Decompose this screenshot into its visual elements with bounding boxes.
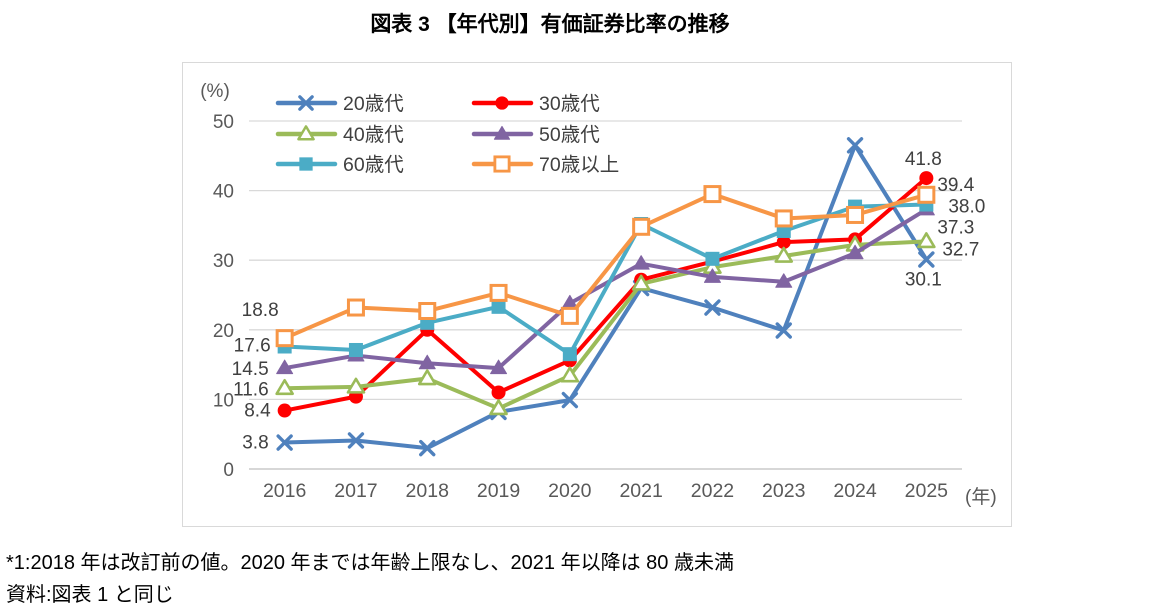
series-marker-20歳代 [704, 299, 721, 316]
series-marker-20歳代 [775, 322, 792, 339]
data-label-start-20歳代: 3.8 [242, 433, 268, 454]
x-tick-label: 2022 [691, 480, 734, 502]
data-label-end-20歳代: 30.1 [905, 270, 942, 291]
series-marker-40歳代 [417, 369, 437, 386]
legend-label-70歳以上: 70歳以上 [539, 154, 619, 176]
data-label-start-70歳以上: 18.8 [242, 300, 279, 321]
series-marker-20歳代 [561, 391, 579, 409]
series-marker-70歳以上 [632, 217, 651, 236]
series-marker-20歳代 [419, 439, 436, 457]
legend-marker-20歳代 [298, 95, 314, 111]
series-marker-70歳以上 [917, 185, 936, 204]
series-marker-40歳代 [275, 378, 294, 396]
series-marker-50歳代 [703, 268, 721, 283]
age-group-line-chart: 0 10 20 30 40 50 (%) 2016 2017 2018 2019 2020 2021 20… [200, 81, 997, 508]
series-marker-30歳代 [919, 171, 934, 186]
series-marker-50歳代 [276, 359, 294, 375]
series-marker-20歳代 [918, 251, 935, 268]
series-marker-60歳代 [705, 251, 720, 266]
series-line-50歳代 [282, 207, 929, 371]
legend-label-40歳代: 40歳代 [343, 124, 404, 146]
x-tick-label: 2021 [619, 480, 662, 502]
series-marker-70歳以上 [560, 306, 579, 325]
series-marker-40歳代 [489, 399, 508, 416]
legend-label-20歳代: 20歳代 [343, 93, 404, 115]
x-tick-label: 2017 [334, 480, 377, 502]
series-line-60歳代 [282, 202, 929, 357]
chart-title: 図表 3 【年代別】有価証券比率の推移 [370, 13, 730, 36]
series-line-30歳代 [282, 176, 929, 413]
data-label-start-50歳代: 14.5 [232, 359, 269, 380]
data-label-end-50歳代: 37.3 [937, 217, 974, 238]
series-marker-30歳代 [491, 385, 506, 400]
data-label-end-60歳代: 38.0 [948, 197, 985, 218]
series-marker-50歳代 [632, 255, 650, 270]
series-marker-60歳代 [348, 342, 363, 357]
legend-marker-70歳以上 [493, 155, 511, 173]
series-marker-70歳以上 [846, 205, 865, 224]
y-tick-label: 30 [213, 251, 234, 272]
series-marker-70歳以上 [489, 283, 508, 302]
legend-label-60歳代: 60歳代 [343, 154, 404, 176]
series-marker-30歳代 [277, 403, 292, 418]
series-marker-20歳代 [276, 434, 293, 451]
data-label-start-40歳代: 11.6 [233, 379, 269, 400]
series-marker-20歳代 [347, 432, 365, 449]
y-tick-label: 40 [213, 182, 234, 203]
series-marker-70歳以上 [346, 298, 365, 317]
series-marker-40歳代 [774, 246, 794, 263]
x-tick-label: 2025 [905, 480, 949, 502]
series-marker-70歳以上 [418, 302, 437, 321]
footnote-line-2: 資料:図表 1 と同じ [6, 584, 174, 606]
series-marker-70歳以上 [703, 185, 722, 204]
series-marker-70歳以上 [774, 209, 793, 228]
y-axis-unit-label: (%) [200, 81, 230, 102]
legend-marker-60歳代 [299, 157, 313, 171]
x-tick-label: 2019 [477, 480, 520, 502]
chart-area: 0 10 20 30 40 50 (%) 2016 2017 2018 2019 2020 2021 20… [182, 62, 1012, 527]
series-marker-40歳代 [346, 377, 366, 394]
y-tick-label: 20 [213, 321, 234, 342]
x-tick-label: 2024 [833, 480, 877, 502]
series-marker-60歳代 [562, 347, 577, 362]
series-line-20歳代 [282, 143, 929, 451]
series-marker-60歳代 [491, 299, 506, 314]
data-label-end-70歳以上: 39.4 [937, 175, 974, 196]
legend-label-30歳代: 30歳代 [539, 93, 600, 115]
legend-marker-40歳代 [297, 125, 315, 141]
x-axis-unit-label: (年) [965, 486, 997, 508]
legend-label-50歳代: 50歳代 [539, 124, 600, 146]
series-marker-50歳代 [418, 354, 436, 370]
x-tick-label: 2018 [406, 480, 449, 502]
series-marker-40歳代 [631, 274, 651, 291]
legend-marker-30歳代 [495, 96, 509, 110]
y-tick-label: 10 [213, 390, 234, 411]
y-tick-label: 50 [213, 112, 234, 133]
series-marker-50歳代 [846, 244, 864, 260]
series-marker-20歳代 [846, 137, 864, 154]
legend-marker-50歳代 [493, 125, 511, 140]
x-tick-label: 2016 [263, 480, 306, 502]
series-marker-30歳代 [776, 235, 791, 250]
series-line-70歳以上 [282, 192, 929, 341]
series-marker-50歳代 [490, 359, 508, 375]
data-label-start-30歳代: 8.4 [244, 401, 271, 422]
series-line-40歳代 [282, 239, 929, 411]
series-marker-70歳以上 [275, 329, 294, 348]
data-label-end-40歳代: 32.7 [942, 239, 979, 260]
series-marker-60歳代 [776, 223, 791, 238]
data-label-end-30歳代: 41.8 [905, 149, 942, 170]
series-marker-40歳代 [560, 366, 580, 383]
data-label-start-60歳代: 17.6 [234, 336, 271, 357]
x-tick-label: 2023 [762, 480, 805, 502]
footnote-line-1: *1:2018 年は改訂前の値。2020 年までは年齢上限なし、2021 年以降… [6, 552, 734, 574]
series-marker-40歳代 [917, 232, 936, 249]
x-tick-label: 2020 [548, 480, 592, 502]
series-marker-50歳代 [775, 273, 793, 288]
y-tick-label: 0 [223, 460, 234, 481]
